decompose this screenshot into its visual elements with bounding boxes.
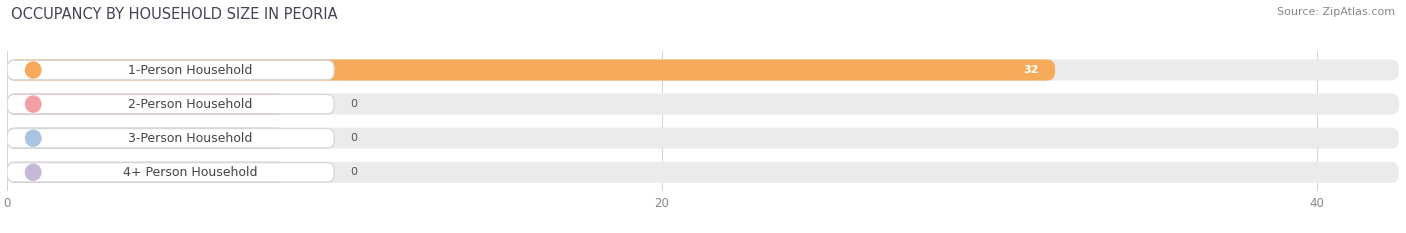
Text: 0: 0 [350,133,357,143]
FancyBboxPatch shape [7,59,1399,81]
Circle shape [25,96,41,112]
Text: Source: ZipAtlas.com: Source: ZipAtlas.com [1277,7,1395,17]
FancyBboxPatch shape [7,93,285,115]
FancyBboxPatch shape [7,162,1399,183]
FancyBboxPatch shape [7,59,1054,81]
Circle shape [25,164,41,180]
Text: 1-Person Household: 1-Person Household [128,64,253,76]
FancyBboxPatch shape [7,128,335,148]
Text: 0: 0 [350,167,357,177]
Text: 32: 32 [1024,65,1039,75]
Text: 2-Person Household: 2-Person Household [128,98,253,111]
FancyBboxPatch shape [7,163,335,182]
FancyBboxPatch shape [7,128,1399,149]
Circle shape [25,130,41,146]
FancyBboxPatch shape [7,93,1399,115]
FancyBboxPatch shape [7,94,335,114]
Text: OCCUPANCY BY HOUSEHOLD SIZE IN PEORIA: OCCUPANCY BY HOUSEHOLD SIZE IN PEORIA [11,7,337,22]
Text: 0: 0 [350,99,357,109]
FancyBboxPatch shape [7,162,285,183]
Circle shape [25,62,41,78]
Text: 4+ Person Household: 4+ Person Household [122,166,257,179]
FancyBboxPatch shape [7,60,335,80]
FancyBboxPatch shape [7,128,285,149]
Text: 3-Person Household: 3-Person Household [128,132,253,145]
